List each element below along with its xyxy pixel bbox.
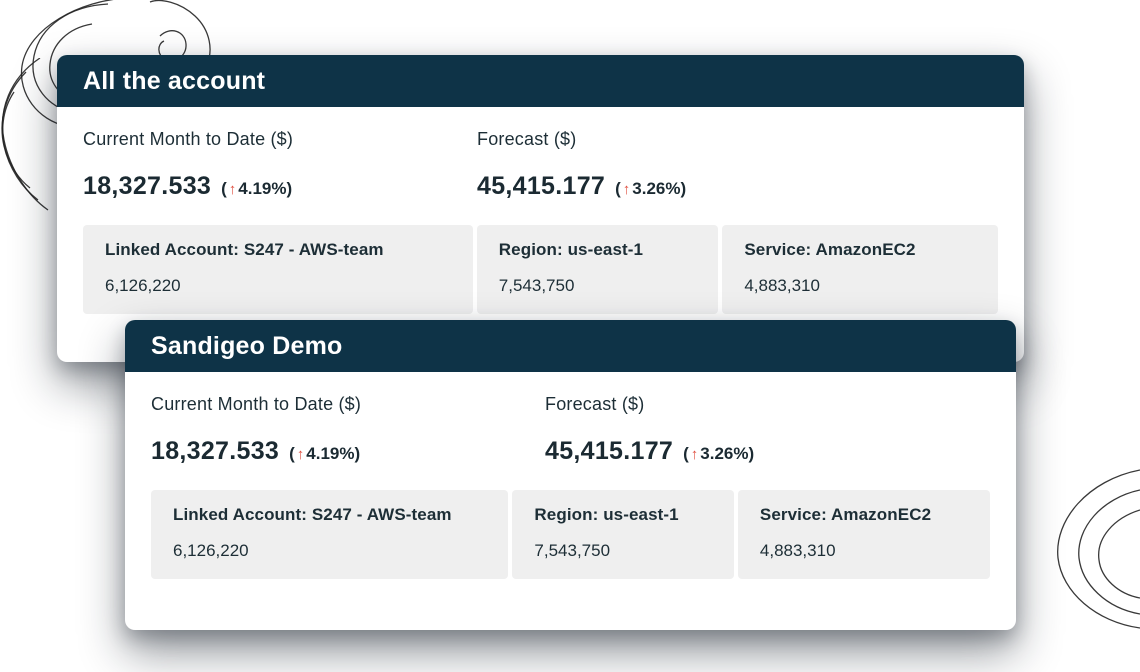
- stats-row: Linked Account: S247 - AWS-team 6,126,22…: [151, 490, 990, 579]
- change-percent: 3.26%: [632, 179, 681, 198]
- card-header: Sandigeo Demo: [125, 320, 1016, 372]
- metric-label: Current Month to Date ($): [151, 394, 362, 414]
- metric-change: (↑ 3.26%): [615, 179, 686, 199]
- metric-value: 18,327.533: [151, 437, 280, 465]
- stat-value: 4,883,310: [759, 541, 836, 560]
- metrics-row: Current Month to Date ($) 18,327.533 (↑ 4…: [83, 129, 998, 201]
- paren-close: ): [680, 179, 687, 198]
- paren-open: (: [289, 444, 295, 463]
- stat-linked-account: Linked Account: S247 - AWS-team 6,126,22…: [151, 490, 509, 579]
- card-body: Current Month to Date ($) 18,327.533 (↑ 4…: [125, 372, 1016, 579]
- stat-label: Linked Account: S247 - AWS-team: [173, 505, 452, 524]
- stat-region: Region: us-east-1 7,543,750: [476, 225, 719, 314]
- card-header: All the account: [57, 55, 1024, 107]
- stat-linked-account: Linked Account: S247 - AWS-team 6,126,22…: [83, 225, 473, 314]
- metric-label: Forecast ($): [545, 394, 645, 414]
- card-title: All the account: [83, 66, 266, 95]
- stat-label: Region: us-east-1: [498, 240, 644, 259]
- stat-label: Linked Account: S247 - AWS-team: [105, 240, 384, 259]
- stat-value: 6,126,220: [173, 541, 249, 560]
- metric-value: 45,415.177: [545, 437, 674, 465]
- stat-service: Service: AmazonEC2 4,883,310: [737, 490, 990, 579]
- metric-value: 18,327.533: [83, 172, 212, 200]
- change-percent: 3.26%: [700, 444, 749, 463]
- stat-value: 7,543,750: [534, 541, 611, 560]
- stat-label: Service: AmazonEC2: [759, 505, 932, 524]
- paren-close: ): [748, 444, 755, 463]
- metric-label: Forecast ($): [477, 129, 577, 149]
- account-card-sandigeo: Sandigeo Demo Current Month to Date ($) …: [125, 320, 1016, 630]
- metric-value-line: 18,327.533 (↑ 4.19%): [151, 437, 545, 466]
- stat-value: 4,883,310: [744, 276, 820, 295]
- up-arrow-icon: ↑: [228, 181, 237, 198]
- stat-value: 7,543,750: [498, 276, 575, 295]
- metric-change: (↑ 3.26%): [683, 444, 754, 464]
- metric-current-month: Current Month to Date ($) 18,327.533 (↑ 4…: [83, 129, 477, 201]
- stat-region: Region: us-east-1 7,543,750: [512, 490, 734, 579]
- paren-close: ): [354, 444, 361, 463]
- metric-value-line: 45,415.177 (↑ 3.26%): [545, 437, 939, 466]
- change-percent: 4.19%: [238, 179, 287, 198]
- metric-current-month: Current Month to Date ($) 18,327.533 (↑ 4…: [151, 394, 545, 466]
- stat-label: Service: AmazonEC2: [744, 240, 916, 259]
- stat-service: Service: AmazonEC2 4,883,310: [722, 225, 998, 314]
- paren-open: (: [683, 444, 689, 463]
- account-card-all: All the account Current Month to Date ($…: [57, 55, 1024, 362]
- metric-change: (↑ 4.19%): [289, 444, 360, 464]
- metric-change: (↑ 4.19%): [221, 179, 292, 199]
- metric-value-line: 18,327.533 (↑ 4.19%): [83, 172, 477, 201]
- up-arrow-icon: ↑: [622, 181, 631, 198]
- metric-forecast: Forecast ($) 45,415.177 (↑ 3.26%): [545, 394, 939, 466]
- paren-close: ): [286, 179, 293, 198]
- stat-value: 6,126,220: [105, 276, 181, 295]
- stats-row: Linked Account: S247 - AWS-team 6,126,22…: [83, 225, 998, 314]
- up-arrow-icon: ↑: [690, 446, 699, 463]
- metric-forecast: Forecast ($) 45,415.177 (↑ 3.26%): [477, 129, 871, 201]
- metrics-row: Current Month to Date ($) 18,327.533 (↑ 4…: [151, 394, 990, 466]
- metric-value-line: 45,415.177 (↑ 3.26%): [477, 172, 871, 201]
- paren-open: (: [221, 179, 227, 198]
- stat-label: Region: us-east-1: [534, 505, 679, 524]
- up-arrow-icon: ↑: [296, 446, 305, 463]
- contour-decoration-right-edge: [1057, 469, 1140, 629]
- metric-value: 45,415.177: [477, 172, 606, 200]
- metric-label: Current Month to Date ($): [83, 129, 294, 149]
- card-body: Current Month to Date ($) 18,327.533 (↑ 4…: [57, 107, 1024, 314]
- contour-decoration-left-edge: [1, 58, 49, 211]
- change-percent: 4.19%: [306, 444, 355, 463]
- paren-open: (: [615, 179, 621, 198]
- card-title: Sandigeo Demo: [151, 331, 343, 360]
